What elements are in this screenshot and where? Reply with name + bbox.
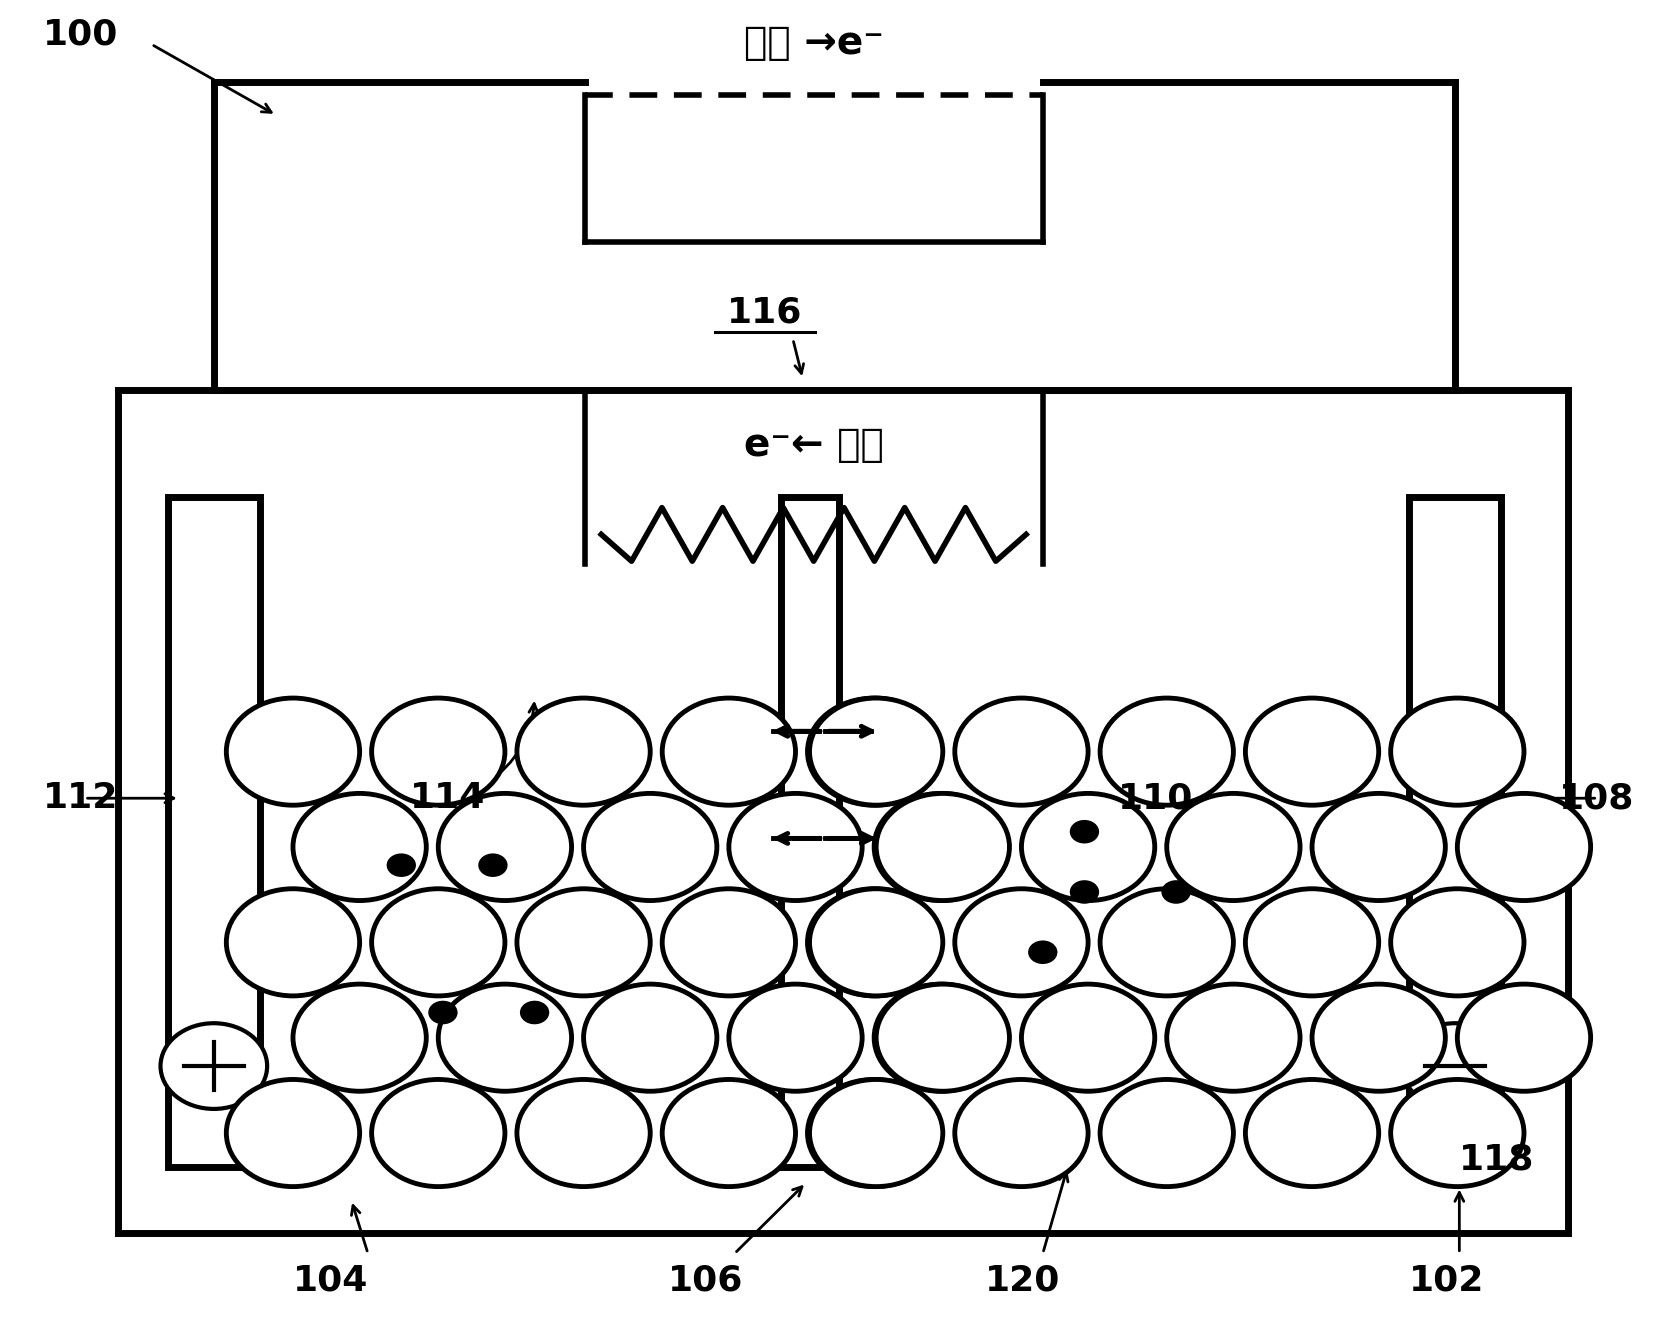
Circle shape [517,888,651,996]
Circle shape [1390,1079,1524,1186]
Text: 114: 114 [409,781,486,815]
Circle shape [955,888,1088,996]
Circle shape [1167,984,1300,1091]
Circle shape [227,698,359,805]
Circle shape [1028,941,1058,964]
Circle shape [729,984,863,1091]
Circle shape [517,698,651,805]
Text: 104: 104 [294,1263,369,1298]
Circle shape [875,984,1008,1091]
Text: 110: 110 [1118,781,1193,815]
Circle shape [876,984,1010,1091]
Circle shape [521,1001,549,1024]
Circle shape [1245,888,1379,996]
Circle shape [439,984,571,1091]
Text: 100: 100 [43,17,118,52]
Circle shape [808,1079,941,1186]
Bar [118,389,1567,1233]
Circle shape [1457,984,1591,1091]
Circle shape [809,1079,943,1186]
Text: e⁻← 放电: e⁻← 放电 [744,427,883,464]
Circle shape [1021,793,1155,900]
Circle shape [1021,984,1155,1091]
Text: 108: 108 [1559,781,1634,815]
Bar [781,497,840,1166]
Circle shape [294,984,426,1091]
Circle shape [729,793,863,900]
Text: 106: 106 [668,1263,743,1298]
Bar [169,497,260,1166]
Text: 充电 →e⁻: 充电 →e⁻ [744,24,883,62]
Circle shape [663,698,796,805]
Circle shape [372,888,506,996]
Circle shape [876,793,1010,900]
Circle shape [439,793,571,900]
Circle shape [809,888,943,996]
Circle shape [584,984,718,1091]
Circle shape [1312,793,1445,900]
Circle shape [584,793,718,900]
Text: 120: 120 [985,1263,1060,1298]
Circle shape [479,854,507,876]
Circle shape [808,698,941,805]
Circle shape [955,698,1088,805]
Text: 102: 102 [1409,1263,1485,1298]
Circle shape [387,854,416,876]
Text: 112: 112 [43,781,118,815]
Circle shape [1457,793,1591,900]
Circle shape [1070,820,1100,844]
Circle shape [1070,880,1100,903]
Circle shape [1167,793,1300,900]
Text: 118: 118 [1459,1143,1535,1177]
Circle shape [808,888,941,996]
Circle shape [1390,698,1524,805]
Circle shape [1245,1079,1379,1186]
Circle shape [372,1079,506,1186]
Circle shape [372,698,506,805]
Circle shape [227,1079,359,1186]
Circle shape [1100,698,1233,805]
Circle shape [663,1079,796,1186]
Circle shape [429,1001,457,1024]
Circle shape [294,793,426,900]
Circle shape [1402,1023,1509,1108]
Circle shape [1100,888,1233,996]
Circle shape [809,698,943,805]
Circle shape [1162,880,1190,903]
Circle shape [160,1023,267,1108]
Bar [1409,497,1500,1166]
Circle shape [1245,698,1379,805]
Circle shape [875,793,1008,900]
Text: 116: 116 [726,295,803,330]
Circle shape [955,1079,1088,1186]
Circle shape [517,1079,651,1186]
Circle shape [1100,1079,1233,1186]
Circle shape [227,888,359,996]
Circle shape [1312,984,1445,1091]
Circle shape [1390,888,1524,996]
Circle shape [663,888,796,996]
